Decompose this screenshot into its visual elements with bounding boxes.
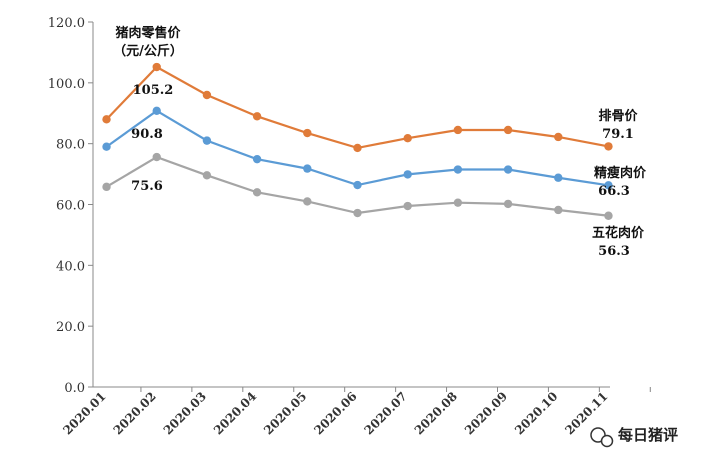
data-point bbox=[202, 171, 212, 180]
y-tick-label: 80.0 bbox=[56, 138, 85, 153]
series-name-lean: 精瘦肉价 bbox=[594, 165, 647, 181]
series-name-ribs: 排骨价 bbox=[598, 108, 638, 124]
data-point bbox=[554, 173, 563, 182]
data-point bbox=[303, 128, 312, 138]
y-tick-label: 100.0 bbox=[48, 77, 85, 92]
x-tick-label: 2020.10 bbox=[512, 389, 560, 437]
data-point bbox=[353, 208, 362, 218]
data-point bbox=[102, 115, 111, 124]
y-tick-label: 40.0 bbox=[56, 259, 85, 274]
data-point bbox=[252, 188, 262, 197]
y-tick-label: 20.0 bbox=[56, 320, 85, 335]
y-tick-label: 120.0 bbox=[48, 16, 85, 31]
series-0 bbox=[102, 62, 613, 153]
end-label-ribs: 79.1 bbox=[602, 127, 634, 142]
axes bbox=[92, 22, 610, 388]
x-tick-label: 2020.07 bbox=[362, 389, 410, 437]
series-2 bbox=[102, 152, 613, 220]
data-point bbox=[453, 198, 463, 207]
series-name-belly: 五花肉价 bbox=[592, 225, 645, 241]
chart-title-line2: （元/公斤） bbox=[113, 43, 183, 59]
wechat-icon bbox=[590, 427, 614, 448]
data-point bbox=[202, 90, 212, 100]
data-point bbox=[353, 143, 362, 153]
y-axis-ticks: 0.0 20.0 40.0 60.0 80.0 100.0 120.0 bbox=[48, 16, 93, 396]
data-point bbox=[353, 180, 362, 190]
data-point bbox=[503, 125, 513, 135]
peak-label-belly: 75.6 bbox=[131, 179, 163, 194]
data-point bbox=[453, 165, 463, 174]
watermark-text: 每日猪评 bbox=[618, 426, 678, 444]
data-point bbox=[554, 132, 563, 142]
x-tick-label: 2020.06 bbox=[311, 389, 359, 437]
series-line bbox=[105, 65, 609, 150]
peak-label-ribs: 105.2 bbox=[133, 83, 174, 98]
data-point bbox=[252, 112, 262, 121]
x-tick-label: 2020.09 bbox=[462, 389, 510, 437]
data-point bbox=[403, 201, 412, 211]
x-tick-label: 2020.05 bbox=[261, 389, 309, 437]
watermark: 每日猪评 bbox=[590, 426, 678, 448]
data-point bbox=[202, 136, 212, 145]
x-tick-label: 2020.02 bbox=[111, 389, 159, 437]
data-point bbox=[102, 182, 111, 192]
end-label-belly: 56.3 bbox=[598, 244, 630, 259]
data-point bbox=[152, 152, 161, 162]
data-point bbox=[604, 211, 613, 220]
data-point bbox=[102, 142, 111, 151]
data-point bbox=[252, 154, 262, 164]
data-point bbox=[503, 199, 513, 209]
data-point bbox=[453, 125, 463, 135]
data-point bbox=[303, 197, 312, 206]
series-lines bbox=[102, 62, 613, 220]
data-point bbox=[403, 170, 412, 179]
peak-label-lean: 90.8 bbox=[131, 127, 163, 142]
data-point bbox=[303, 164, 312, 173]
y-tick-label: 60.0 bbox=[56, 199, 85, 214]
x-tick-label: 2020.01 bbox=[60, 389, 108, 437]
chart-title-line1: 猪肉零售价 bbox=[114, 25, 181, 41]
data-point bbox=[604, 181, 613, 190]
y-tick-label: 0.0 bbox=[64, 381, 85, 396]
x-tick-label: 2020.08 bbox=[412, 389, 460, 437]
data-point bbox=[403, 133, 412, 143]
x-tick-label: 2020.03 bbox=[161, 389, 209, 437]
end-label-lean: 66.3 bbox=[598, 184, 630, 199]
data-point bbox=[554, 205, 563, 215]
data-point bbox=[604, 142, 613, 151]
data-point bbox=[152, 106, 161, 116]
data-point bbox=[152, 62, 161, 72]
data-point bbox=[503, 165, 513, 174]
series-1 bbox=[102, 106, 613, 190]
x-axis-ticks: 2020.01 2020.02 2020.03 2020.04 2020.05 2020.… bbox=[60, 387, 651, 438]
x-tick-label: 2020.04 bbox=[211, 389, 259, 437]
